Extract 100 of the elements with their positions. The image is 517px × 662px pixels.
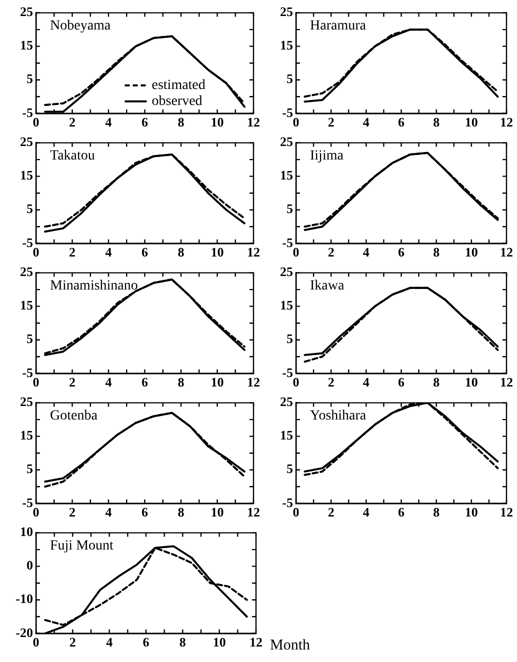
x-tick-label: 10 — [210, 114, 224, 130]
annotation: Ikawa — [310, 278, 345, 294]
x-tick-label: 4 — [105, 504, 112, 520]
x-tick-label: 2 — [328, 244, 334, 260]
x-tick-label: 2 — [328, 504, 334, 520]
x-tick-label: 4 — [362, 504, 370, 520]
y-tick-label: -5 — [22, 104, 34, 120]
x-tick-label: 4 — [362, 114, 370, 130]
x-tick-label: 6 — [142, 504, 148, 520]
x-axis-title: Month — [270, 637, 311, 654]
y-tick-label: -5 — [282, 234, 294, 250]
x-tick-label: 8 — [178, 504, 185, 520]
legend-label: estimated — [152, 78, 206, 94]
x-tick-label: 12 — [247, 114, 260, 130]
y-tick-label: 5 — [286, 71, 294, 86]
annotation: Fuji Mount — [50, 538, 114, 554]
y-tick-label: 0 — [26, 558, 33, 573]
x-tick-label: 10 — [210, 504, 224, 520]
x-tick-label: 4 — [362, 244, 370, 260]
annotation: Nobeyama — [50, 18, 112, 34]
x-tick-label: 6 — [142, 634, 150, 650]
x-tick-label: 12 — [500, 244, 513, 260]
y-tick-label: 5 — [26, 201, 34, 216]
x-tick-label: 6 — [142, 374, 148, 390]
x-tick-label: 2 — [69, 374, 76, 390]
x-tick-label: 12 — [500, 374, 513, 390]
y-tick-label: 25 — [20, 134, 34, 150]
x-tick-label: 4 — [362, 374, 370, 390]
x-tick-label: 8 — [178, 374, 185, 390]
x-tick-label: 10 — [464, 504, 478, 520]
y-tick-label: 15 — [20, 38, 34, 53]
annotation: Minamishinano — [50, 278, 138, 294]
x-tick-label: 10 — [212, 634, 226, 650]
y-tick-label: 5 — [286, 331, 294, 346]
annotation: Gotenba — [50, 408, 98, 424]
y-tick-label: -5 — [282, 364, 294, 380]
y-tick-label: 15 — [20, 428, 34, 443]
y-tick-label: 25 — [280, 394, 294, 410]
y-tick-label: 5 — [286, 461, 294, 476]
x-tick-label: 6 — [398, 504, 405, 520]
y-tick-label: 15 — [20, 168, 34, 183]
x-tick-label: 6 — [398, 374, 405, 390]
annotation: Iijima — [310, 148, 344, 164]
x-tick-label: 10 — [464, 374, 478, 390]
x-tick-label: 4 — [105, 114, 112, 130]
x-tick-label: 2 — [328, 114, 334, 130]
y-tick-label: 25 — [20, 394, 34, 410]
x-tick-label: 4 — [106, 634, 114, 650]
y-tick-label: -5 — [22, 364, 34, 380]
x-tick-label: 10 — [464, 114, 478, 130]
x-tick-label: 6 — [142, 244, 148, 260]
x-tick-label: 2 — [328, 374, 334, 390]
x-tick-label: 2 — [69, 244, 76, 260]
x-tick-label: 2 — [69, 634, 76, 650]
x-tick-label: 8 — [433, 244, 440, 260]
y-tick-label: -5 — [282, 494, 294, 510]
x-tick-label: 12 — [247, 504, 260, 520]
y-tick-label: -20 — [16, 624, 33, 640]
x-tick-label: 6 — [398, 244, 405, 260]
y-tick-label: 25 — [280, 4, 294, 20]
x-tick-label: 12 — [247, 244, 260, 260]
y-tick-label: 25 — [20, 264, 34, 280]
x-tick-label: 12 — [500, 114, 513, 130]
y-tick-label: 5 — [26, 331, 34, 346]
y-tick-label: 5 — [286, 201, 294, 216]
y-tick-label: 25 — [20, 4, 34, 20]
x-tick-label: 8 — [433, 374, 440, 390]
y-tick-label: 25 — [280, 264, 294, 280]
x-tick-label: 10 — [210, 244, 224, 260]
y-tick-label: 15 — [20, 298, 34, 313]
x-tick-label: 8 — [178, 244, 185, 260]
y-tick-label: 25 — [280, 134, 294, 150]
y-tick-label: 15 — [280, 38, 294, 53]
x-tick-label: 10 — [210, 374, 224, 390]
x-tick-label: 6 — [142, 114, 148, 130]
x-tick-label: 2 — [69, 504, 76, 520]
x-tick-label: 12 — [250, 634, 262, 650]
x-tick-label: 10 — [464, 244, 478, 260]
x-tick-label: 12 — [247, 374, 260, 390]
annotation: Haramura — [310, 18, 367, 34]
annotation: Yoshihara — [310, 408, 367, 424]
x-tick-label: 4 — [105, 244, 112, 260]
y-tick-label: -5 — [22, 234, 34, 250]
x-tick-label: 8 — [433, 504, 440, 520]
x-tick-label: 8 — [433, 114, 440, 130]
x-tick-label: 8 — [179, 634, 186, 650]
x-tick-label: 12 — [500, 504, 513, 520]
legend-label: observed — [152, 94, 202, 110]
annotation: Takatou — [50, 148, 95, 164]
y-tick-label: 5 — [26, 461, 34, 476]
y-tick-label: -5 — [22, 494, 34, 510]
x-tick-label: 8 — [178, 114, 185, 130]
y-tick-label: 5 — [26, 71, 34, 86]
x-tick-label: 2 — [69, 114, 76, 130]
y-tick-label: 15 — [280, 168, 294, 183]
x-tick-label: 6 — [398, 114, 405, 130]
x-tick-label: 4 — [105, 374, 112, 390]
y-tick-label: -5 — [282, 104, 294, 120]
y-tick-label: -10 — [16, 591, 33, 606]
y-tick-label: 15 — [280, 428, 294, 443]
